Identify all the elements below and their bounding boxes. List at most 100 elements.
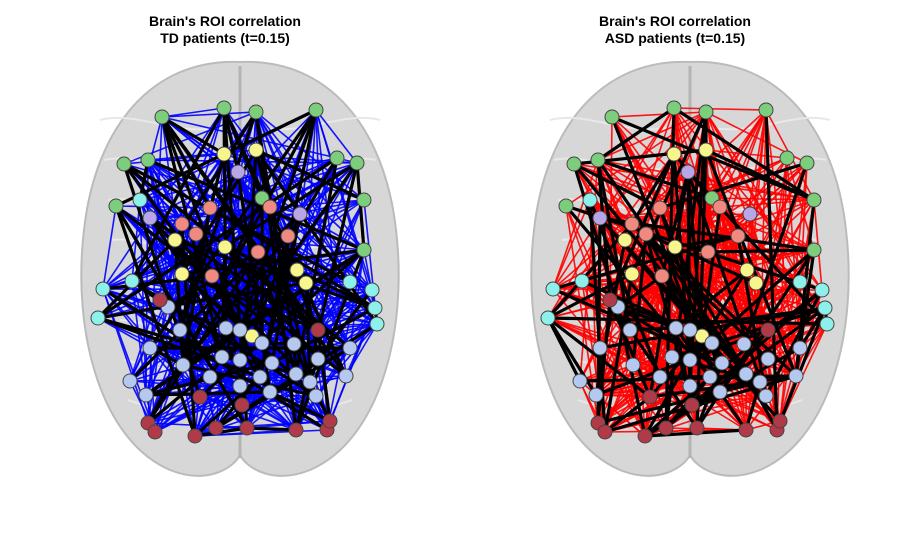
roi-node-lightblue: [254, 335, 270, 351]
roi-node-green: [758, 102, 774, 118]
strong-edge: [552, 287, 747, 376]
roi-node-lightblue: [712, 384, 728, 400]
roi-node-salmon: [174, 216, 190, 232]
edge: [255, 111, 365, 251]
td-panel: Brain's ROI correlation TD patients (t=0…: [80, 13, 400, 477]
asd-brain-network: [530, 60, 850, 477]
strong-edge: [546, 317, 582, 382]
edge: [139, 199, 147, 396]
strong-edge: [146, 109, 318, 424]
roi-node-cyan: [819, 316, 835, 332]
roi-node-salmon: [262, 199, 278, 215]
roi-node-darkred: [684, 397, 700, 413]
asd-panel: Brain's ROI correlation ASD patients (t=…: [450, 0, 900, 560]
roi-node-salmon: [654, 268, 670, 284]
edge: [149, 347, 217, 429]
strong-edge: [630, 222, 770, 361]
roi-node-lightblue: [122, 373, 138, 389]
roi-node-lightblue: [138, 387, 154, 403]
edge: [255, 111, 365, 201]
strong-edge: [182, 363, 317, 398]
roi-node-lightblue: [668, 320, 684, 336]
edge: [147, 149, 257, 161]
strong-edge: [617, 305, 677, 330]
edge: [194, 356, 223, 437]
strong-edge: [604, 395, 651, 434]
edge: [579, 380, 599, 424]
edges: [96, 107, 379, 438]
edge: [255, 149, 365, 251]
roi-node-salmon: [638, 226, 654, 242]
roi-node-lightblue: [714, 355, 730, 371]
strong-edge: [597, 158, 713, 200]
roi-node-salmon: [250, 244, 266, 260]
roi-node-darkred: [597, 424, 613, 440]
roi-node-yellow: [624, 266, 640, 282]
roi-node-salmon: [712, 199, 728, 215]
roi-node-yellow: [298, 275, 314, 291]
roi-node-yellow: [289, 262, 305, 278]
roi-node-lavender: [292, 206, 308, 222]
edge: [209, 162, 358, 209]
roi-node-yellow: [666, 146, 682, 162]
strong-edge: [316, 329, 332, 422]
roi-node-salmon: [204, 268, 220, 284]
roi-node-yellow: [216, 146, 232, 162]
strong-edge: [160, 116, 242, 331]
roi-node-lightblue: [202, 369, 218, 385]
roi-node-lightblue: [622, 322, 638, 338]
strong-edge: [269, 390, 331, 423]
roi-node-green: [349, 155, 365, 171]
roi-node-cyan: [124, 273, 140, 289]
roi-node-lightblue: [214, 349, 230, 365]
roi-node-lightblue: [664, 349, 680, 365]
roi-node-green: [140, 152, 156, 168]
strong-edge: [161, 115, 225, 156]
edge: [363, 249, 376, 309]
edge: [129, 275, 213, 382]
edge: [711, 197, 815, 201]
roi-node-cyan: [369, 316, 385, 332]
strong-edge: [659, 374, 797, 379]
strong-edge: [193, 375, 262, 438]
strong-edge: [146, 334, 254, 425]
strong-edge: [160, 116, 212, 209]
roi-node-darkred: [772, 413, 788, 429]
roi-node-lightblue: [286, 336, 302, 352]
edge: [97, 317, 297, 431]
strong-edge: [688, 269, 749, 361]
roi-node-lightblue: [175, 357, 191, 373]
roi-node-lightblue: [682, 322, 698, 338]
roi-node-darkred: [760, 322, 776, 338]
roi-node-salmon: [188, 226, 204, 242]
roi-node-lightblue: [572, 373, 588, 389]
edge: [673, 107, 767, 111]
edge: [552, 159, 599, 290]
roi-node-yellow: [739, 262, 755, 278]
strong-edge: [294, 157, 339, 375]
td-title-line1: Brain's ROI correlation: [149, 13, 301, 29]
strong-edge: [775, 307, 827, 431]
roi-node-lavender: [142, 210, 158, 226]
roi-node-cyan: [364, 282, 380, 298]
roi-node-darkred: [208, 420, 224, 436]
edge: [597, 111, 707, 161]
roi-node-green: [558, 198, 574, 214]
strong-edge: [114, 205, 249, 429]
roi-node-green: [779, 150, 795, 166]
edge: [161, 107, 225, 118]
strong-edge: [675, 306, 826, 330]
roi-node-lavender: [230, 164, 246, 180]
edge: [102, 107, 225, 290]
strong-edge: [102, 274, 213, 291]
roi-node-lightblue: [758, 388, 774, 404]
roi-node-cyan: [817, 300, 833, 316]
roi-node-lightblue: [232, 378, 248, 394]
roi-node-lightblue: [752, 374, 768, 390]
strong-edge: [597, 106, 675, 162]
strong-edge: [631, 233, 648, 366]
roi-node-lightblue: [738, 366, 754, 382]
roi-node-darkred: [147, 424, 163, 440]
roi-node-darkred: [187, 428, 203, 444]
roi-node-lightblue: [142, 340, 158, 356]
